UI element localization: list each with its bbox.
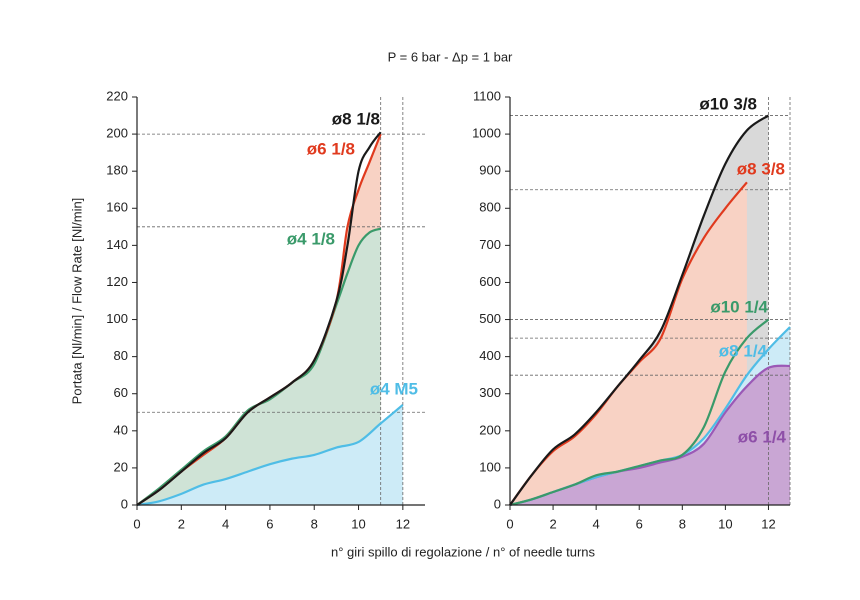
series-label: ø6 1/8 [307,139,355,158]
y-tick-label: 300 [479,385,501,400]
x-tick-label: 12 [761,516,775,531]
area [137,404,403,505]
x-tick-label: 4 [222,516,229,531]
area [510,182,747,506]
y-tick-label: 100 [106,311,128,326]
series-label: ø10 3/8 [699,94,757,113]
chart-title: P = 6 bar - Δp = 1 bar [388,49,513,64]
x-tick-label: 0 [133,516,140,531]
series-label: ø8 1/8 [332,109,380,128]
y-tick-label: 700 [479,237,501,252]
y-tick-label: 120 [106,274,128,289]
series-label: ø8 1/4 [719,341,768,360]
area [510,365,790,505]
x-tick-label: 12 [396,516,410,531]
y-tick-label: 220 [106,88,128,103]
y-tick-label: 60 [114,385,128,400]
x-tick-label: 6 [266,516,273,531]
y-tick-label: 40 [114,422,128,437]
y-tick-label: 1100 [473,88,501,103]
y-tick-label: 180 [106,163,128,178]
y-tick-label: 80 [114,348,128,363]
y-tick-label: 200 [106,126,128,141]
series-label: ø4 M5 [370,379,418,398]
line [136,131,382,506]
x-tick-label: 0 [506,516,513,531]
y-tick-label: 500 [479,311,501,326]
y-tick-label: 20 [114,459,128,474]
y-tick-label: 0 [494,496,501,511]
x-axis-label: n° giri spillo di regolazione / n° of ne… [331,544,596,559]
area [137,228,381,505]
y-tick-label: 600 [479,274,501,289]
series-label: ø10 1/4 [710,297,768,316]
y-tick-label: 200 [479,422,501,437]
x-tick-label: 6 [636,516,643,531]
y-tick-label: 100 [479,459,501,474]
x-tick-label: 8 [679,516,686,531]
y-tick-label: 1000 [472,126,501,141]
y-tick-label: 400 [479,348,501,363]
series-label: ø4 1/8 [287,229,335,248]
series-label: ø6 1/4 [738,427,787,446]
y-axis-label: Portata [Nl/min] / Flow Rate [Nl/min] [69,198,84,405]
y-tick-label: 160 [106,200,128,215]
line [136,404,404,507]
x-tick-label: 2 [178,516,185,531]
series-label: ø8 3/8 [737,159,785,178]
y-tick-label: 140 [106,237,128,252]
y-tick-label: 900 [479,163,501,178]
x-tick-label: 4 [593,516,600,531]
x-tick-label: 8 [311,516,318,531]
x-tick-label: 10 [351,516,365,531]
x-tick-label: 2 [549,516,556,531]
y-tick-label: 800 [479,200,501,215]
line [509,318,770,507]
y-tick-label: 0 [121,496,128,511]
line [509,114,770,506]
x-tick-label: 10 [718,516,732,531]
